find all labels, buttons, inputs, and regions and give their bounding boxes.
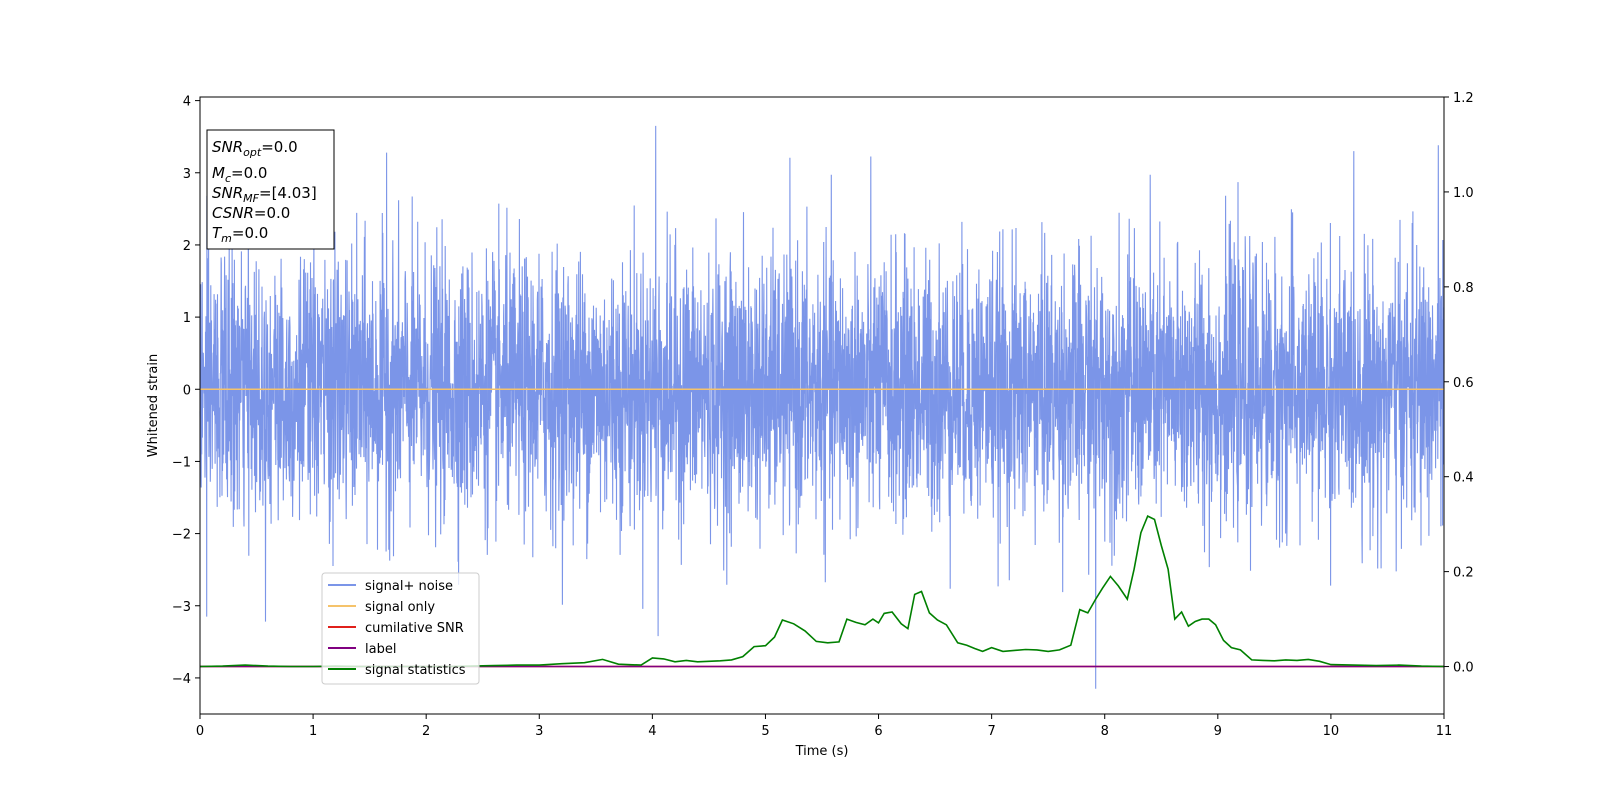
legend-frame xyxy=(321,572,480,685)
x-tick-label: 6 xyxy=(874,724,882,739)
legend-entry: label xyxy=(365,642,396,657)
info-symbol: CSNR xyxy=(212,204,254,222)
legend-entry: signal statistics xyxy=(365,663,466,678)
info-line: SNRopt=0.0 xyxy=(212,138,298,159)
info-line: Tm=0.0 xyxy=(212,224,268,245)
x-axis-label: Time (s) xyxy=(795,744,849,759)
y2-tick-label: 0.0 xyxy=(1453,661,1474,676)
y2-tick-label: 0.8 xyxy=(1453,281,1474,296)
info-line: Mc=0.0 xyxy=(212,164,267,185)
series-signal-noise xyxy=(199,125,1445,689)
info-box: SNRopt=0.0Mc=0.0SNRMF=[4.03]CSNR=0.0Tm=0… xyxy=(206,129,335,250)
info-value: =0.0 xyxy=(231,164,267,182)
info-symbol: T xyxy=(212,224,223,242)
x-tick-label: 4 xyxy=(648,724,656,739)
info-box-frame xyxy=(206,129,335,250)
y2-tick-label: 0.2 xyxy=(1453,566,1474,581)
x-tick-label: 8 xyxy=(1101,724,1109,739)
x-tick-label: 9 xyxy=(1214,724,1222,739)
info-value: =0.0 xyxy=(254,204,290,222)
info-subscript: c xyxy=(225,172,231,185)
y-tick-label: −4 xyxy=(172,672,191,687)
info-line: SNRMF=[4.03] xyxy=(212,184,317,205)
axes-frame xyxy=(199,96,1445,715)
x-tick-label: 7 xyxy=(987,724,995,739)
info-symbol: SNR xyxy=(212,138,243,156)
legend-entry: signal only xyxy=(365,600,435,615)
x-axis-ticks: 0 1 2 3 4 5 6 7 8 9 10 11 xyxy=(196,714,1452,739)
y2-axis-ticks: 1.2 1.0 0.8 0.6 0.4 0.2 0.0 xyxy=(1444,91,1474,676)
x-tick-label: 2 xyxy=(422,724,430,739)
y-tick-label: −3 xyxy=(172,600,191,615)
y-tick-label: 1 xyxy=(183,311,191,326)
y-tick-label: 4 xyxy=(183,95,191,110)
signal-statistics-line xyxy=(199,515,1445,668)
y2-tick-label: 1.2 xyxy=(1453,91,1474,106)
y2-tick-label: 0.6 xyxy=(1453,376,1474,391)
legend-entry: signal+ noise xyxy=(365,579,453,594)
legend: signal+ noise signal only cumilative SNR la… xyxy=(321,572,480,685)
x-tick-label: 1 xyxy=(309,724,317,739)
info-subscript: m xyxy=(221,232,232,245)
legend-entry: cumilative SNR xyxy=(365,621,464,636)
y-axis-ticks: 4 3 2 1 0 −1 −2 −3 −4 xyxy=(172,95,200,687)
info-value: =0.0 xyxy=(232,224,268,242)
x-tick-label: 10 xyxy=(1323,724,1340,739)
info-value: =0.0 xyxy=(261,138,297,156)
x-tick-label: 5 xyxy=(761,724,769,739)
y-axis-label: Whitened strain xyxy=(146,354,161,457)
y-tick-label: −2 xyxy=(172,528,191,543)
y2-tick-label: 1.0 xyxy=(1453,186,1474,201)
y-tick-label: −1 xyxy=(172,455,191,470)
info-line: CSNR=0.0 xyxy=(212,204,290,222)
info-subscript: opt xyxy=(243,146,262,159)
signal-noise-line xyxy=(199,125,1445,689)
info-subscript: MF xyxy=(243,192,259,205)
info-value: =[4.03] xyxy=(259,184,317,202)
x-tick-label: 0 xyxy=(196,724,204,739)
info-symbol: M xyxy=(212,164,225,182)
y-tick-label: 2 xyxy=(183,239,191,254)
x-tick-label: 11 xyxy=(1436,724,1453,739)
x-tick-label: 3 xyxy=(535,724,543,739)
y-tick-label: 0 xyxy=(183,383,191,398)
info-symbol: SNR xyxy=(212,184,243,202)
y2-tick-label: 0.4 xyxy=(1453,471,1474,486)
y-tick-label: 3 xyxy=(183,167,191,182)
